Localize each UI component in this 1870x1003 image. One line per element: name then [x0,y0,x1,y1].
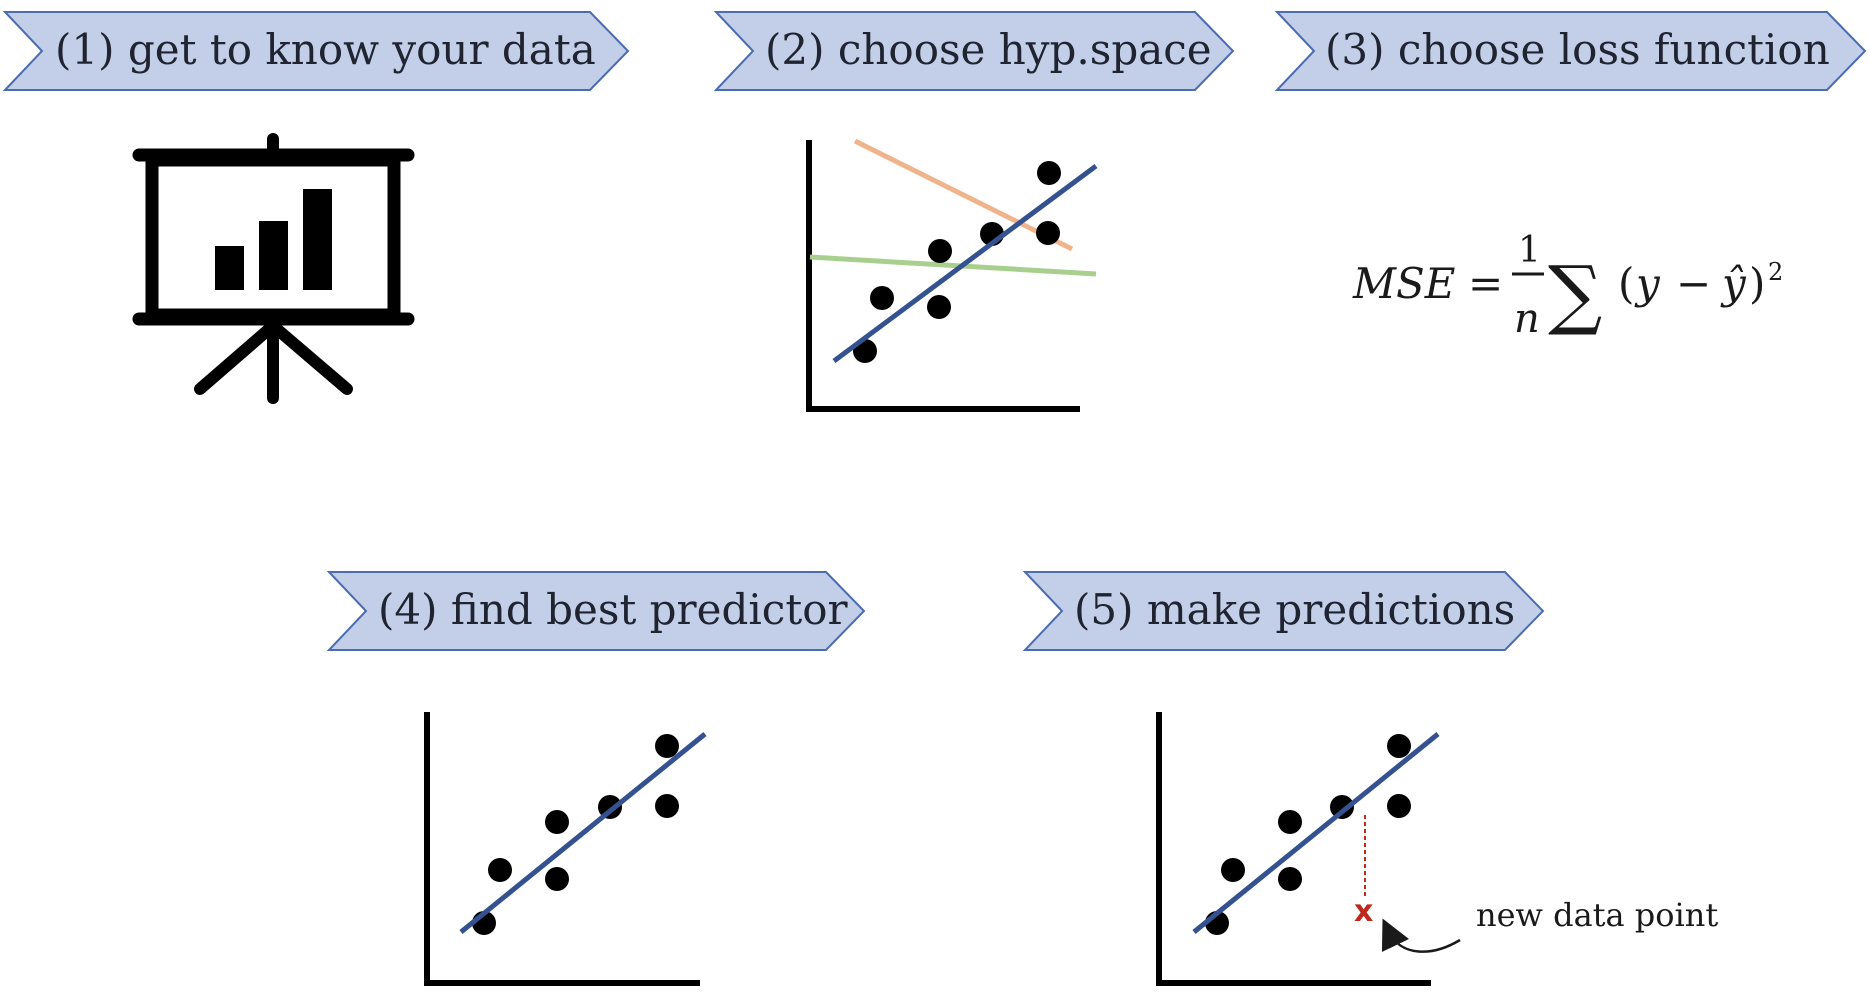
data-point [1037,161,1061,185]
axes [1156,712,1431,986]
formula-frac-num: 1 [1518,230,1541,271]
step-label-1: (1) get to know your data [55,25,596,74]
formula-y: y [1634,259,1661,308]
annotation-arrow [1381,918,1461,953]
step-label-2: (2) choose hyp.space [765,25,1212,74]
presentation-chart-icon [132,133,415,404]
data-point [870,286,894,310]
candidate-line-blue [832,163,1098,364]
predictions-plot: x new data point [1156,712,1718,986]
candidate-line-green [809,254,1097,277]
data-point [1387,794,1411,818]
step-banner-3: (3) choose loss function [1274,11,1867,91]
data-point [545,810,569,834]
data-point [1036,221,1060,245]
data-points [1205,734,1411,935]
data-point [655,734,679,758]
fitted-line [459,732,707,934]
formula-sum: ∑ [1548,249,1602,338]
axes [424,712,700,986]
mse-formula: MSE = 1 n ∑ ( y − ŷ ) 2 [1352,230,1783,342]
data-point [1330,795,1354,819]
formula-lhs: MSE [1352,259,1455,308]
new-data-point-marker: x [1354,894,1373,929]
data-point [1221,858,1245,882]
step-banner-4: (4) find best predictor [326,571,866,651]
fitted-line [1192,732,1440,934]
data-point [545,867,569,891]
formula-open-paren: ( [1618,259,1634,308]
data-point [928,239,952,263]
new-data-point-label: new data point [1476,896,1718,934]
data-point [655,794,679,818]
formula-yhat: ŷ [1720,259,1747,308]
formula-equals: = [1468,259,1503,308]
best-predictor-plot [424,712,707,986]
data-point [1278,867,1302,891]
formula-exponent: 2 [1768,258,1783,286]
step-banner-5: (5) make predictions [1022,571,1545,651]
data-point [488,858,512,882]
candidate-line-orange [853,138,1074,252]
step-banner-2: (2) choose hyp.space [713,11,1235,91]
step-label-4: (4) find best predictor [378,585,848,634]
step-label-5: (5) make predictions [1074,585,1515,634]
data-point [927,295,951,319]
hypothesis-space-plot [806,138,1098,412]
data-points [472,734,679,935]
data-point [1278,810,1302,834]
step-label-3: (3) choose loss function [1325,25,1830,74]
formula-close-paren: ) [1749,259,1765,308]
axes [806,140,1080,412]
formula-minus: − [1676,259,1711,308]
formula-frac-den: n [1514,296,1540,342]
step-banner-1: (1) get to know your data [2,11,630,91]
data-point [1387,734,1411,758]
